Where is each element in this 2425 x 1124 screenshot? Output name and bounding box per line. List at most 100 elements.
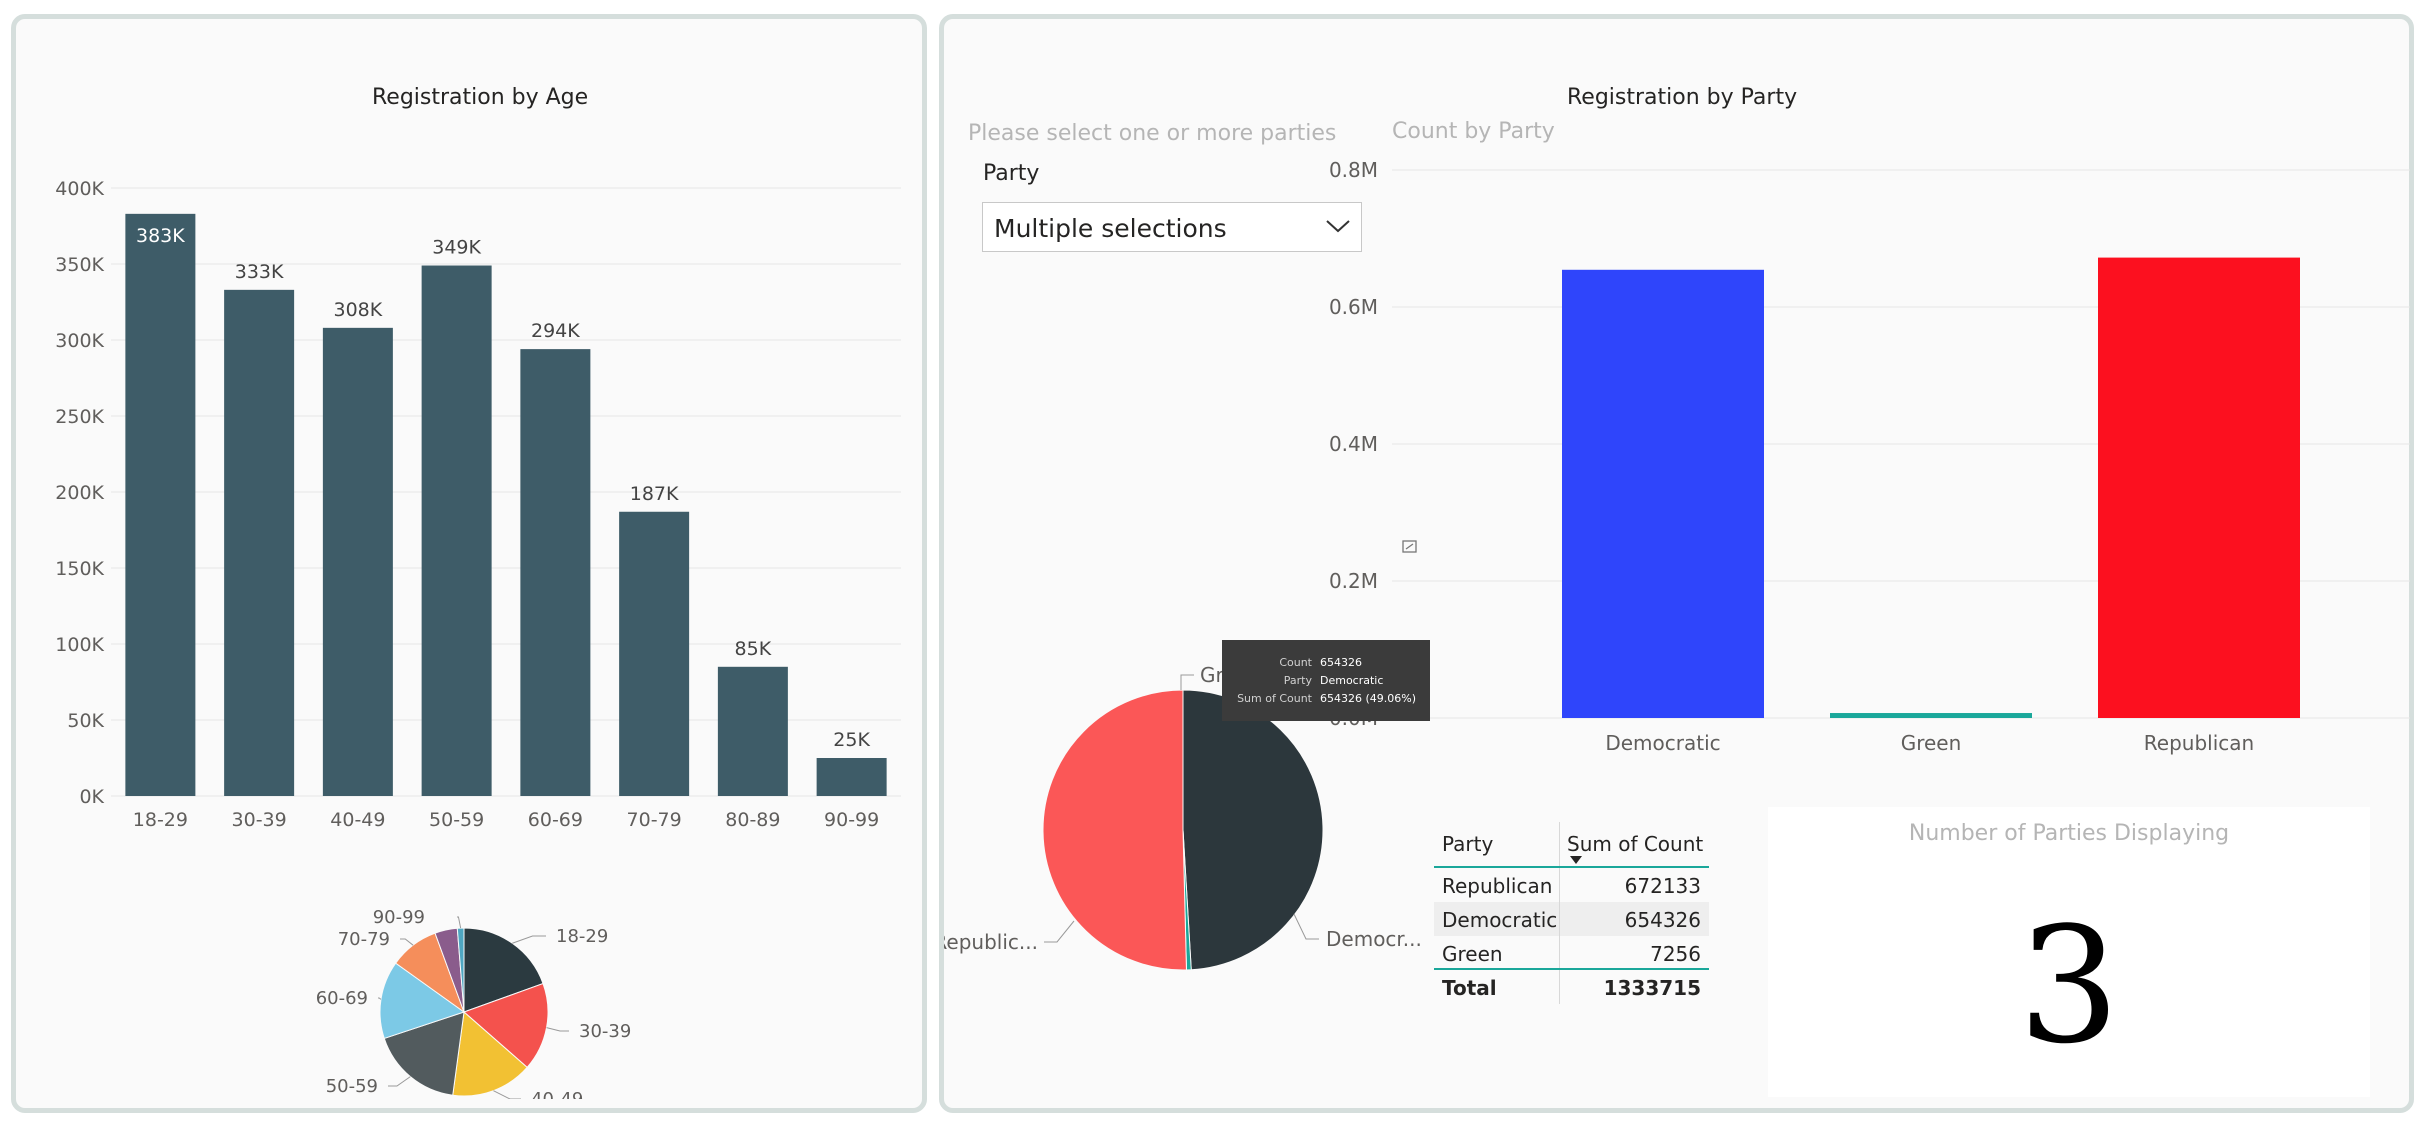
tooltip-value: Democratic (1320, 674, 1384, 687)
pie-slice (1042, 689, 1187, 971)
cell-party: Republican (1442, 874, 1553, 898)
y-tick-label: 250K (55, 406, 104, 428)
age-chart-title: Registration by Age (372, 85, 589, 110)
tooltip-value: 654326 (1320, 656, 1362, 669)
data-label: 308K (334, 299, 383, 321)
party-count-card[interactable]: Number of Parties Displaying 3 (1768, 807, 2370, 1097)
pie-label: 90-99 (373, 907, 425, 928)
y-tick-label: 0K (79, 786, 104, 808)
tooltip-key: Sum of Count (1237, 692, 1312, 705)
x-tick-label: 30-39 (232, 809, 287, 831)
column-divider (1559, 868, 1560, 902)
data-label: 383K (136, 225, 185, 247)
pie-label: Democr... (1326, 927, 1422, 951)
total-value: 1333715 (1603, 976, 1701, 1000)
slicer-selected-value: Multiple selections (994, 214, 1227, 243)
pie-label: 70-79 (338, 929, 390, 950)
x-tick-label: Democratic (1605, 731, 1720, 755)
sort-descending-icon (1570, 856, 1582, 864)
party-panel: Registration by Party Please select one … (939, 14, 2414, 1113)
bar (322, 327, 393, 796)
pie-label: 50-59 (326, 1076, 378, 1097)
y-tick-label: 100K (55, 634, 104, 656)
focus-mode-icon[interactable] (1400, 537, 1420, 557)
table-row[interactable]: Republican 672133 (1434, 868, 1709, 902)
y-tick-label: 300K (55, 330, 104, 352)
y-tick-label: 0.6M (1329, 295, 1378, 319)
y-tick-label: 400K (55, 178, 104, 200)
party-bar-chart[interactable]: 0.0M0.2M0.4M0.6M0.8MDemocraticGreenRepub… (944, 19, 2410, 799)
slicer-label: Party (983, 161, 1040, 186)
bar (125, 213, 196, 797)
y-tick-label: 50K (67, 710, 104, 732)
cell-count: 654326 (1624, 908, 1701, 932)
pie-leader-line (457, 916, 462, 929)
y-tick-label: 0.4M (1329, 432, 1378, 456)
pie-label: 30-39 (579, 1021, 631, 1042)
column-divider (1559, 902, 1560, 936)
bar (717, 666, 788, 796)
pie-slice (456, 927, 465, 1013)
bar (1562, 269, 1764, 718)
pie-label: Republic... (944, 930, 1038, 954)
x-tick-label: 18-29 (133, 809, 188, 831)
cell-party: Green (1442, 942, 1503, 966)
pie-leader-line (1293, 913, 1319, 940)
party-slicer-dropdown[interactable]: Multiple selections (982, 202, 1362, 252)
table-row[interactable]: Green 7256 (1434, 936, 1709, 970)
cell-count: 7256 (1650, 942, 1701, 966)
pie-label: 60-69 (316, 988, 368, 1009)
column-divider (1559, 822, 1560, 866)
x-tick-label: 50-59 (429, 809, 484, 831)
pie-label: 18-29 (556, 926, 608, 947)
x-tick-label: 80-89 (725, 809, 780, 831)
bar (619, 511, 690, 796)
party-chart-title: Registration by Party (1567, 85, 1798, 110)
bar (421, 265, 492, 796)
pie-tooltip: Count 654326 Party Democratic Sum of Cou… (1222, 640, 1430, 721)
data-label: 349K (432, 237, 481, 259)
card-value: 3 (2018, 892, 2120, 1079)
tooltip-row: Sum of Count 654326 (49.06%) (1222, 692, 1430, 708)
bar (2098, 257, 2300, 718)
table-header-party[interactable]: Party (1442, 832, 1494, 856)
pie-leader-line (400, 938, 414, 946)
bar (520, 349, 591, 796)
x-tick-label: Republican (2144, 731, 2254, 755)
column-divider (1559, 936, 1560, 968)
cell-count: 672133 (1624, 874, 1701, 898)
pie-leader-line (378, 997, 382, 1000)
card-label: Number of Parties Displaying (1908, 821, 2230, 846)
pie-slice (1182, 689, 1324, 971)
table-row[interactable]: Democratic 654326 (1434, 902, 1709, 936)
pie-slice (379, 962, 466, 1040)
x-tick-label: Green (1901, 731, 1962, 755)
age-bar-chart[interactable]: 0K 50K 100K 150K 200K 250K 300K 350K 400K 383K 18-… (16, 19, 916, 839)
party-pie-chart[interactable]: Green Democr... Republic... (944, 639, 1544, 1099)
data-label: 25K (833, 729, 870, 751)
bar (1830, 713, 2032, 718)
y-tick-label: 150K (55, 558, 104, 580)
tooltip-row: Party Democratic (1222, 674, 1430, 690)
pie-slice (452, 1011, 528, 1097)
x-tick-label: 40-49 (330, 809, 385, 831)
party-bar-chart-title: Count by Party (1392, 119, 1555, 144)
tooltip-row: Count 654326 (1222, 656, 1430, 672)
tooltip-key: Count (1279, 656, 1312, 669)
pie-leader-line (493, 1090, 521, 1099)
party-count-table[interactable]: Party Sum of Count Republican 672133 Dem… (1434, 822, 1709, 1004)
age-panel: Registration by Age 0K 50K 100K 150K 200K 250… (11, 14, 927, 1113)
table-header-sum[interactable]: Sum of Count (1567, 832, 1704, 856)
y-tick-label: 200K (55, 482, 104, 504)
x-tick-label: 70-79 (627, 809, 682, 831)
pie-slice (383, 1011, 465, 1096)
table-header-row: Party Sum of Count (1434, 822, 1709, 868)
column-divider (1559, 970, 1560, 1004)
pie-leader-line (546, 1027, 569, 1032)
pie-leader-line (388, 1076, 411, 1087)
chevron-down-icon (1326, 220, 1350, 233)
total-label: Total (1442, 976, 1497, 1000)
table-total-row: Total 1333715 (1434, 970, 1709, 1004)
bar (224, 289, 295, 796)
